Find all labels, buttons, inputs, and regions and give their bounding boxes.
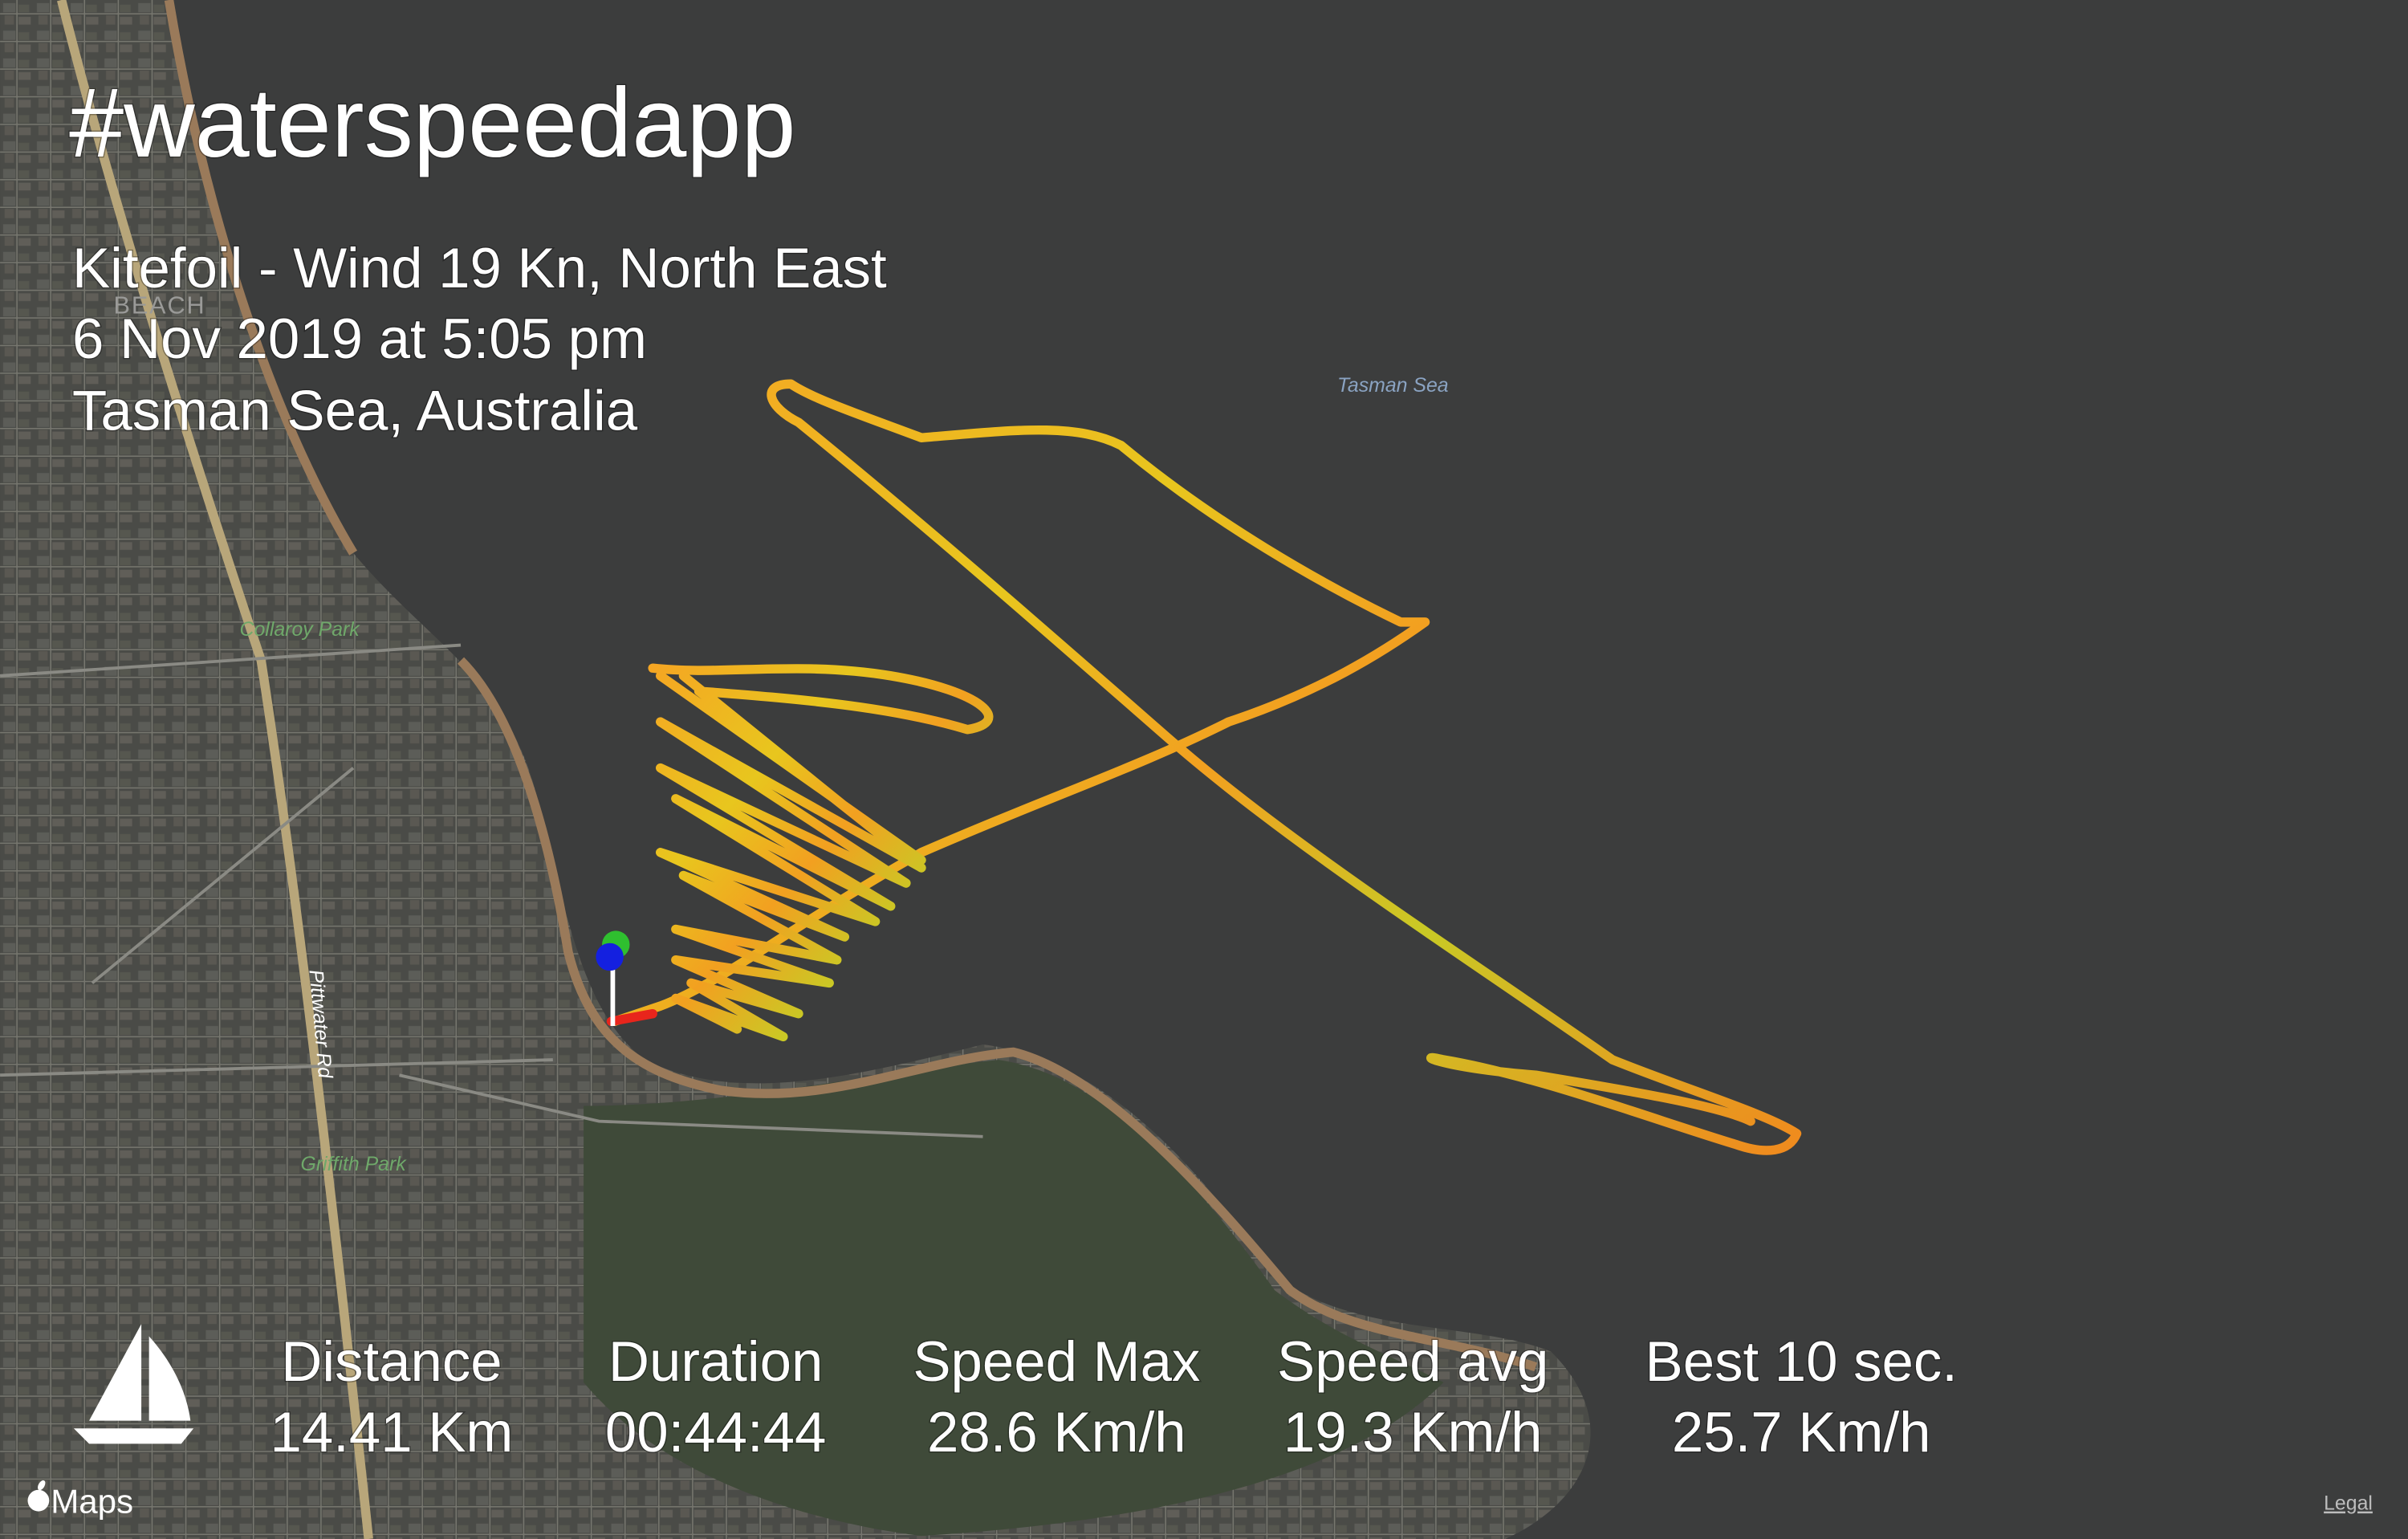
stat-value: 14.41 Km — [270, 1400, 513, 1464]
info-line: Kitefoil - Wind 19 Kn, North East — [72, 236, 887, 299]
stat-value: 28.6 Km/h — [927, 1400, 1186, 1464]
stat-value: 00:44:44 — [605, 1400, 826, 1464]
stat-label: Speed Max — [913, 1329, 1200, 1393]
map-label: Tasman Sea — [1337, 374, 1449, 397]
map-label: Collaroy Park — [240, 618, 361, 641]
track-loop — [609, 379, 1802, 1155]
stat-value: 19.3 Km/h — [1283, 1400, 1543, 1464]
map-label: Griffith Park — [300, 1153, 407, 1175]
road-minor — [0, 643, 983, 1138]
road — [57, 0, 373, 1539]
info-line: 6 Nov 2019 at 5:05 pm — [72, 307, 647, 370]
info-line: Tasman Sea, Australia — [72, 379, 638, 442]
maps-logo — [27, 1480, 50, 1512]
title: #waterspeedapp — [69, 67, 795, 177]
stat-label: Distance — [281, 1329, 502, 1393]
legal-link[interactable]: Legal — [2324, 1492, 2373, 1515]
stat-label: Duration — [608, 1329, 823, 1393]
stats: Distance 14.41 Km Duration 00:44:44 Spee… — [269, 1329, 1959, 1465]
golf-course — [584, 1060, 1444, 1537]
map-label: BEACH — [114, 291, 206, 319]
track-start-red — [606, 1008, 657, 1026]
land — [0, 0, 1591, 1539]
stat-label: Speed avg — [1277, 1329, 1548, 1393]
track-scribble — [648, 663, 994, 1042]
beach — [164, 0, 1538, 1372]
maps-brand: Maps — [51, 1482, 133, 1520]
stat-value: 25.7 Km/h — [1672, 1400, 1931, 1464]
stat-label: Best 10 sec. — [1645, 1329, 1958, 1393]
start-pin — [596, 930, 630, 1026]
track — [609, 379, 1802, 1155]
